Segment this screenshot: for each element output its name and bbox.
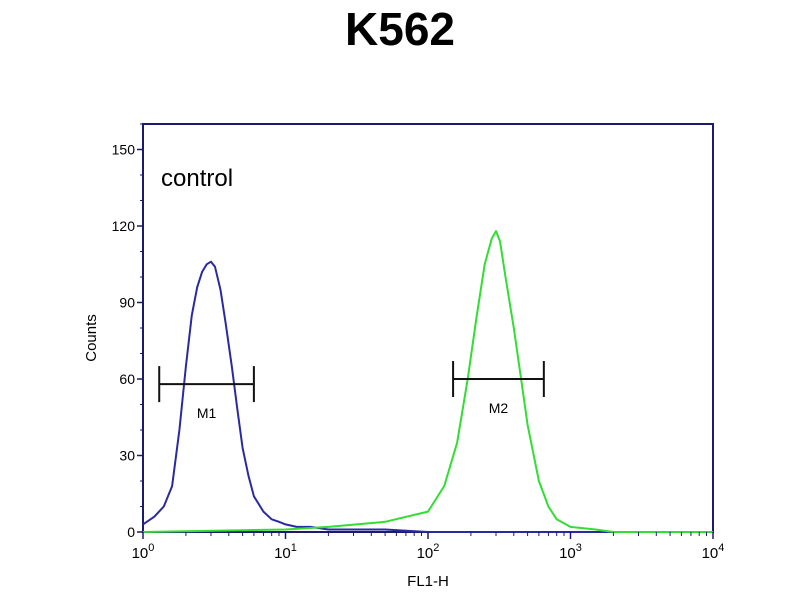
y-axis-label: Counts: [83, 314, 100, 362]
series-line-2: [142, 230, 713, 533]
series-layer: [142, 230, 713, 533]
chart-title: K562: [345, 3, 455, 55]
y-tick-label: 60: [119, 371, 135, 387]
x-axis-label: FL1-H: [407, 573, 449, 590]
marker-layer: M1 M2: [158, 361, 545, 421]
y-tick-label: 0: [127, 524, 135, 540]
x-tick-label: 100: [132, 542, 155, 562]
y-tick-label: 90: [119, 295, 135, 311]
x-tick-label: 103: [559, 542, 582, 562]
gate-label: M1: [197, 405, 217, 421]
gate-marker-m1: M1: [158, 366, 255, 421]
x-tick-label: 102: [417, 542, 440, 562]
gate-label: M2: [489, 400, 509, 416]
x-tick-label: 101: [274, 542, 297, 562]
control-annotation: control: [161, 165, 233, 192]
gate-marker-m2: M2: [452, 361, 545, 416]
y-tick-label: 30: [119, 448, 135, 464]
series-line-1: [142, 260, 713, 533]
y-tick-label: 150: [112, 142, 136, 158]
x-tick-label: 104: [702, 542, 725, 562]
y-tick-label: 120: [112, 218, 136, 234]
tick-layer: 0 30 60 90 120 150 100 101 102 103 104: [112, 123, 725, 562]
